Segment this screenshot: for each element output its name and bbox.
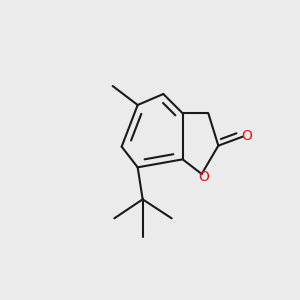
Text: O: O — [242, 129, 252, 143]
Text: O: O — [198, 170, 209, 184]
